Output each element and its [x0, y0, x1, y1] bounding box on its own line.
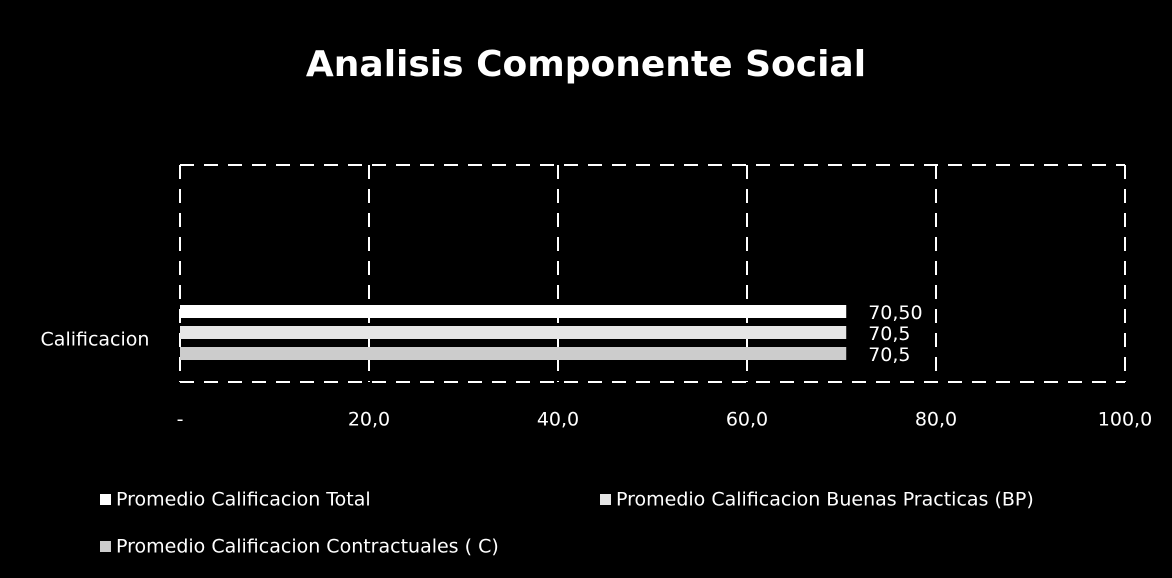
bar: [180, 305, 847, 318]
x-tick-label: 20,0: [348, 409, 390, 431]
data-label: 70,5: [868, 323, 910, 345]
legend-swatch: [600, 494, 611, 505]
x-tick-label: 60,0: [726, 409, 768, 431]
bar: [180, 347, 847, 360]
x-tick-label: 100,0: [1098, 409, 1152, 431]
chart-title: Analisis Componente Social: [306, 44, 866, 85]
legend-label: Promedio Calificacion Total: [116, 489, 371, 511]
legend-swatch: [100, 541, 111, 552]
legend-label: Promedio Calificacion Contractuales ( C): [116, 536, 499, 558]
data-label: 70,50: [868, 302, 922, 324]
data-label: 70,5: [868, 344, 910, 366]
x-tick-label: -: [177, 409, 184, 431]
legend-label: Promedio Calificacion Buenas Practicas (…: [616, 489, 1034, 511]
y-tick-label: Calificacion: [41, 329, 150, 351]
x-tick-label: 40,0: [537, 409, 579, 431]
x-tick-label: 80,0: [915, 409, 957, 431]
bar: [180, 326, 847, 339]
legend-swatch: [100, 494, 111, 505]
